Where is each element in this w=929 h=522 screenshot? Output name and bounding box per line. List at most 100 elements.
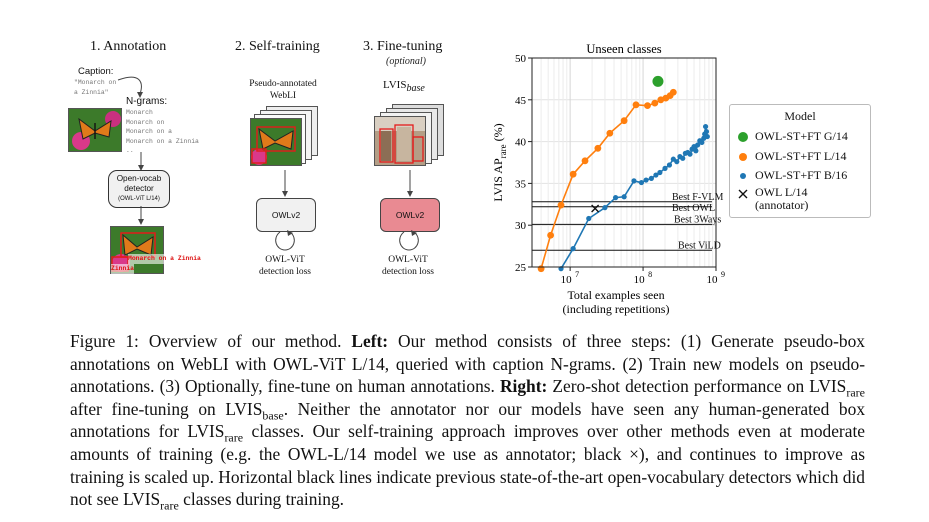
data-point	[557, 201, 565, 209]
arrow-down-2	[138, 206, 144, 225]
arrow-down-3	[282, 170, 288, 197]
caption-part-6: classes. Our self-training approach impr…	[70, 421, 865, 510]
arrow-down-4	[407, 170, 413, 197]
butterfly-image-1	[68, 108, 122, 152]
annotation-label-top: Monarch on a Zinnia	[128, 254, 201, 264]
baseline-label: Best 3Ways	[674, 214, 721, 225]
arrow-down-1	[138, 152, 144, 171]
caption-text: "Monarch on a Zinnia"	[74, 79, 117, 96]
legend-item-annotator: OWL L/14 (annotator)	[736, 186, 808, 212]
caption-base: base	[262, 408, 284, 423]
chart-title: Unseen classes	[586, 42, 661, 56]
caption-rare-3: rare	[160, 498, 179, 513]
baseline-label: Best OWL	[672, 203, 715, 214]
legend-label-b16: OWL-ST+FT B/16	[755, 168, 848, 182]
caption-part-3: Zero-shot detection performance on LVIS	[547, 376, 847, 397]
caption-part-1: Figure 1: Overview of our method.	[70, 331, 352, 351]
legend-marker-l14	[736, 151, 750, 163]
series-line	[540, 91, 674, 269]
data-point	[547, 231, 555, 239]
x-tick-exponent: 7	[575, 270, 579, 279]
step3-title: 3. Fine-tuning	[363, 39, 443, 54]
legend-label-annotator: OWL L/14 (annotator)	[755, 185, 809, 212]
data-point	[570, 246, 576, 252]
detector-line2: detector	[124, 184, 154, 193]
data-point	[537, 265, 545, 273]
step3-subtitle: (optional)	[386, 56, 426, 67]
detector-line3: (OWL-ViT L/14)	[118, 196, 160, 202]
legend-item-g14: OWL-ST+FT G/14	[736, 129, 848, 144]
legend-label-g14: OWL-ST+FT G/14	[755, 129, 848, 143]
caption-part-5: . Neither the annotator nor our models h…	[70, 398, 866, 442]
data-point	[569, 170, 577, 178]
legend-marker-annotator	[736, 188, 750, 200]
legend-title: Model	[784, 109, 816, 123]
caption-left-bold: Left:	[351, 331, 389, 351]
data-point	[651, 99, 659, 107]
data-point	[687, 151, 693, 157]
data-point	[594, 144, 602, 152]
y-tick-label: 35	[515, 178, 527, 190]
loop-arrow-step2	[275, 230, 295, 251]
x-axis-label-2: (including repetitions)	[563, 302, 670, 316]
x-tick-exponent: 9	[721, 270, 725, 279]
y-axis-label-main: LVIS AP	[491, 158, 505, 202]
lvis-base-main: LVIS	[383, 79, 407, 91]
data-point-x	[591, 204, 600, 213]
legend-marker-g14	[736, 131, 750, 143]
figure-1: 1. Annotation Caption: "Monarch on a Zin…	[68, 39, 871, 316]
loop-arrow-step3	[399, 230, 419, 251]
data-point	[621, 194, 627, 200]
baseline-label: Best F-VLM	[672, 192, 724, 203]
owlv2-model-box-step3: OWLv2	[380, 198, 440, 232]
data-point	[704, 133, 710, 140]
data-point	[702, 123, 709, 130]
x-tick-label: 10	[561, 274, 573, 286]
data-point	[653, 172, 659, 178]
step3-loss-line1: OWL-ViT	[388, 255, 428, 265]
lvis-base-sub: base	[406, 83, 425, 95]
annotation-label-bottom: Zinnia	[111, 264, 135, 274]
data-point	[632, 101, 640, 109]
baseline-label: Best ViLD	[678, 240, 721, 251]
data-point	[699, 139, 705, 146]
y-tick-label: 40	[515, 137, 527, 149]
x-tick-label: 10	[707, 274, 719, 286]
data-point	[644, 102, 651, 110]
data-point	[657, 169, 663, 176]
data-point	[586, 215, 592, 222]
caption-arrow	[117, 76, 143, 98]
caption-label: Caption:	[78, 66, 114, 77]
data-point	[674, 159, 680, 165]
figure-caption: Figure 1: Overview of our method. Left: …	[70, 330, 866, 513]
step2-loss: OWL-ViT detection loss	[235, 254, 335, 278]
y-axis-label-sub: rare	[498, 144, 508, 158]
step2-data-line2: WebLI	[269, 91, 297, 101]
legend-marker-b16	[736, 170, 750, 182]
data-point	[703, 128, 710, 135]
caption-right-bold: Right:	[499, 376, 548, 397]
chart-legend: Model OWL-ST+FT G/14 OWL-ST+FT L/14 OWL-…	[729, 104, 871, 218]
data-point	[631, 178, 637, 184]
step2-loss-line1: OWL-ViT	[265, 255, 305, 265]
data-point	[662, 165, 668, 171]
data-point	[612, 195, 619, 201]
caption-part-4: after fine-tuning on LVIS	[70, 398, 263, 419]
x-axis-label: Total examples seen	[567, 288, 664, 302]
y-tick-label: 30	[515, 220, 527, 232]
ngrams-list: Monarch Monarch on Monarch on a Monarch …	[126, 109, 199, 154]
data-point	[680, 155, 686, 161]
data-point	[643, 177, 649, 183]
data-point	[602, 205, 608, 211]
caption-rare-1: rare	[846, 385, 865, 400]
data-point	[620, 117, 628, 125]
y-tick-label: 45	[515, 95, 527, 107]
y-tick-label: 25	[515, 262, 527, 274]
caption-part-2: Our method consists of three steps: (1) …	[70, 331, 866, 397]
detector-line1: Open-vocab	[116, 174, 162, 183]
lvis-image-stack	[374, 104, 448, 166]
owlv2-model-box-step2: OWLv2	[256, 198, 316, 232]
data-point	[638, 179, 645, 186]
step2-loss-line2: detection loss	[259, 267, 311, 277]
